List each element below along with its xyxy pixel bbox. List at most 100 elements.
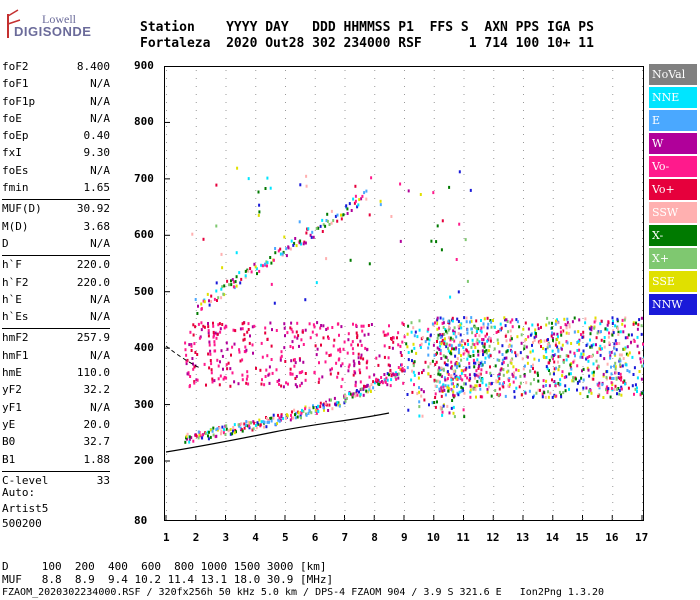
echo-point (472, 358, 475, 362)
echo-point (435, 240, 438, 244)
echo-point (307, 227, 310, 231)
grid-dot (552, 414, 554, 415)
echo-point (248, 341, 251, 345)
grid-dot (612, 414, 614, 415)
echo-point (448, 185, 451, 189)
echo-point (225, 424, 228, 428)
echo-point (421, 414, 424, 418)
grid-dot (642, 118, 643, 119)
echo-point (480, 379, 483, 383)
grid-dot (255, 502, 257, 503)
grid-dot (612, 366, 614, 367)
echo-point (600, 319, 603, 323)
grid-dot (433, 86, 435, 87)
echo-point (292, 416, 295, 420)
grid-dot (225, 406, 227, 407)
grid-dot (612, 302, 614, 303)
grid-dot (314, 358, 316, 359)
echo-point (480, 330, 483, 334)
grid-dot (433, 190, 435, 191)
echo-point (203, 300, 206, 304)
echo-point (479, 387, 482, 391)
echo-point (551, 337, 554, 340)
grid-dot (642, 446, 643, 447)
echo-point (273, 301, 276, 305)
grid-dot (374, 366, 376, 367)
grid-dot (433, 510, 435, 511)
echo-point (578, 348, 581, 352)
grid-dot (314, 374, 316, 375)
echo-point (390, 378, 393, 382)
grid-dot (404, 102, 405, 103)
echo-point (289, 326, 292, 330)
echo-point (559, 330, 562, 334)
grid-dot (493, 174, 495, 175)
echo-point (222, 431, 225, 435)
grid-dot (285, 390, 286, 391)
echo-point (399, 367, 402, 371)
echo-point (319, 405, 322, 409)
grid-dot (463, 262, 465, 263)
echo-point (185, 353, 188, 357)
grid-dot (642, 166, 643, 167)
echo-point (469, 320, 471, 324)
grid-dot (463, 494, 465, 495)
grid-dot (612, 374, 614, 375)
grid-dot (374, 182, 376, 183)
echo-point (469, 188, 472, 192)
grid-dot (582, 294, 584, 295)
echo-point (597, 394, 600, 398)
echo-point (615, 371, 618, 375)
grid-dot (166, 270, 167, 271)
echo-point (428, 342, 430, 346)
echo-point (501, 353, 504, 356)
echo-point (620, 376, 623, 380)
grid-dot (195, 374, 197, 375)
echo-point (269, 417, 272, 420)
grid-dot (374, 286, 376, 287)
grid-dot (582, 102, 584, 103)
echo-point (610, 377, 613, 380)
echo-point (580, 376, 583, 380)
grid-dot (523, 318, 524, 319)
grid-dot (374, 318, 376, 319)
echo-point (337, 371, 340, 375)
grid-dot (642, 310, 643, 311)
echo-point (631, 355, 634, 359)
echo-point (510, 358, 513, 362)
grid-dot (314, 510, 316, 511)
echo-point (413, 360, 416, 364)
grid-dot (225, 318, 227, 319)
grid-dot (374, 310, 376, 311)
echo-point (452, 411, 455, 415)
echo-point (514, 376, 517, 380)
parameter-panel: foF2 8.400 foF1 N/A foF1p N/A foE N/A foEp 0.40 fx… (2, 60, 110, 491)
echo-point (362, 393, 365, 397)
grid-dot (166, 358, 167, 359)
grid-dot (582, 166, 584, 167)
param-row: B0 32.7 (2, 435, 110, 452)
grid-dot (285, 446, 286, 447)
grid-dot (225, 78, 227, 79)
grid-dot (642, 262, 643, 263)
grid-dot (255, 478, 257, 479)
echo-point (550, 355, 553, 359)
echo-point (317, 404, 319, 408)
echo-point (407, 408, 410, 412)
grid-dot (463, 286, 465, 287)
grid-dot (225, 470, 227, 471)
grid-dot (374, 86, 376, 87)
echo-point (254, 265, 257, 269)
echo-point (449, 336, 452, 340)
grid-dot (314, 150, 316, 151)
echo-point (308, 406, 311, 410)
grid-dot (314, 86, 316, 87)
echo-point (378, 383, 381, 386)
param-name: foF1p (2, 94, 36, 108)
echo-point (316, 321, 319, 325)
echo-point (498, 387, 501, 391)
echo-point (304, 407, 307, 411)
echo-point (483, 350, 486, 354)
echo-point (623, 324, 626, 328)
echo-point (368, 262, 371, 266)
